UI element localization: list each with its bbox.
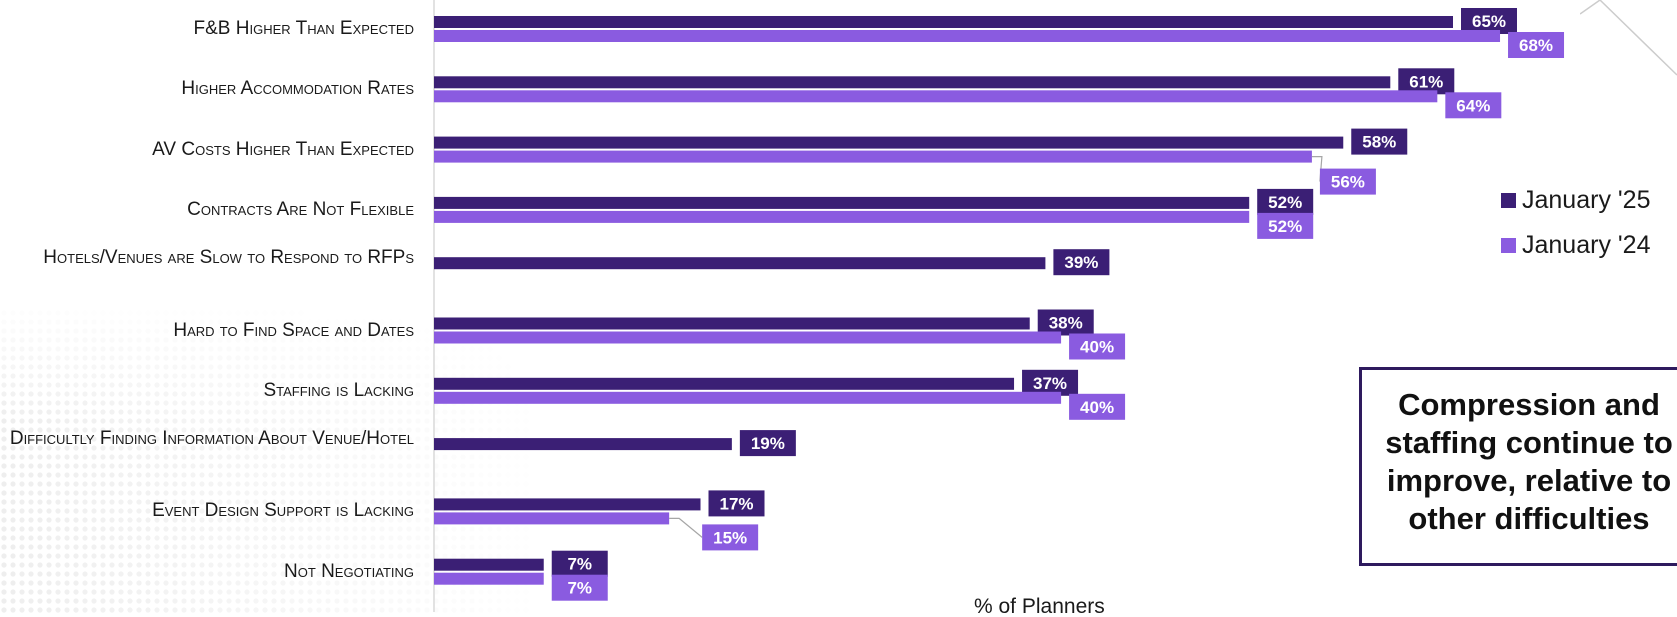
bar-january25-8 (434, 498, 701, 511)
label-leader-line (669, 517, 703, 538)
data-label-box (1069, 333, 1126, 360)
legend-item-january-25: January '25 (1501, 186, 1650, 214)
data-label: 58% (1362, 133, 1396, 152)
data-label: 56% (1331, 173, 1365, 192)
data-label: 37% (1033, 374, 1067, 393)
bar-january24-2 (434, 150, 1312, 163)
category-label: F&B Higher Than Expected (193, 18, 414, 39)
bar-january25-4 (434, 257, 1046, 270)
data-label: 7% (567, 555, 592, 574)
category-label: Not Negotiating (284, 560, 414, 582)
category-label: Event Design Support is Lacking (152, 500, 414, 522)
data-label: 39% (1064, 253, 1098, 272)
data-label-box (1022, 369, 1079, 396)
bar-january24-3 (434, 210, 1250, 223)
bar-january24-9 (434, 572, 544, 585)
data-label-box (739, 430, 796, 457)
data-label: 38% (1049, 314, 1083, 333)
bar-january25-5 (434, 317, 1030, 330)
data-label-box (1461, 8, 1517, 34)
bar-january25-6 (434, 377, 1015, 390)
legend-item-january-24: January '24 (1501, 231, 1650, 259)
category-label: Hotels/Venues are Slow to Respond to RFP… (43, 247, 414, 269)
legend-swatch-january-25 (1501, 192, 1516, 208)
data-label: 17% (719, 494, 753, 513)
category-label: Hard to Find Space and Dates (173, 319, 414, 341)
bar-january24-6 (434, 391, 1062, 404)
data-label: 19% (751, 434, 785, 453)
data-label: 7% (567, 579, 592, 598)
legend-label-january-24: January '24 (1522, 230, 1651, 259)
data-label: 15% (713, 528, 747, 547)
bar-january24-8 (434, 512, 670, 525)
data-label: 40% (1080, 338, 1114, 357)
bar-january24-5 (434, 331, 1062, 344)
category-label: Staffing is Lacking (263, 379, 414, 401)
data-label: 52% (1268, 217, 1302, 236)
data-label: 68% (1519, 36, 1553, 55)
bar-january24-0 (434, 30, 1501, 42)
category-label: Higher Accommodation Rates (181, 78, 414, 100)
data-label-box (1351, 128, 1408, 155)
legend-label-january-25: January '25 (1522, 185, 1651, 214)
callout-box: Compression and staffing continue to imp… (1359, 367, 1677, 566)
bar-january24-1 (434, 90, 1438, 103)
data-label-box (1257, 188, 1314, 215)
data-label-box (1445, 92, 1502, 119)
data-label-box (1053, 249, 1110, 276)
data-label: 40% (1080, 398, 1114, 417)
bar-january25-0 (434, 16, 1453, 28)
data-label-box (551, 574, 608, 601)
data-label-box (1508, 32, 1565, 58)
bar-january25-2 (434, 136, 1344, 149)
category-label: AV Costs Higher Than Expected (152, 138, 414, 160)
category-label: Difficultly Finding Information About Ve… (9, 428, 414, 450)
legend: January '25 January '24 (1501, 186, 1650, 276)
data-label: 52% (1268, 193, 1302, 212)
data-label-box (1398, 68, 1455, 95)
data-label-box (1069, 393, 1126, 420)
data-label-box (708, 490, 765, 517)
legend-swatch-january-24 (1501, 237, 1516, 253)
data-label: 61% (1409, 72, 1443, 91)
data-label-box (1257, 212, 1314, 239)
bar-january25-9 (434, 558, 544, 571)
data-label-box (702, 524, 759, 551)
data-label-box (1319, 168, 1376, 195)
category-label: Contracts Are Not Flexible (187, 198, 414, 220)
data-label: 65% (1472, 12, 1506, 31)
data-label-box (1037, 309, 1094, 336)
bar-january25-1 (434, 76, 1391, 89)
data-label-box (551, 550, 608, 577)
x-axis-title: % of Planners (974, 595, 1105, 617)
bar-january25-3 (434, 196, 1250, 209)
data-label: 64% (1456, 96, 1490, 115)
bar-january25-7 (434, 438, 732, 451)
corner-decoration (1580, 0, 1677, 76)
